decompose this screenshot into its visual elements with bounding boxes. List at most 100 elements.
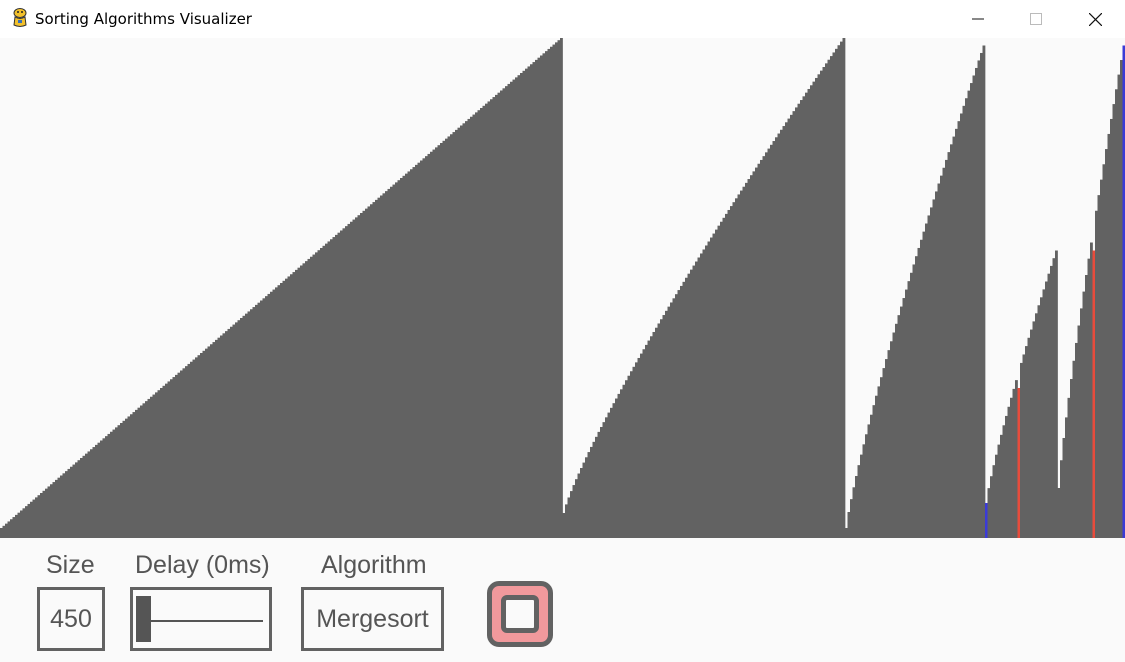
bar bbox=[72, 464, 76, 538]
bar bbox=[167, 381, 171, 538]
bar bbox=[52, 482, 56, 538]
bar bbox=[187, 363, 191, 538]
close-button[interactable] bbox=[1066, 0, 1124, 38]
bar bbox=[7, 521, 11, 538]
delay-label: Delay (0ms) bbox=[135, 551, 270, 579]
slider-handle[interactable] bbox=[136, 596, 151, 642]
bar bbox=[722, 217, 726, 538]
bar bbox=[292, 272, 296, 538]
bar bbox=[307, 258, 311, 538]
bar bbox=[300, 265, 303, 538]
bar bbox=[677, 290, 681, 538]
bar bbox=[462, 123, 466, 538]
bar bbox=[627, 375, 631, 538]
bar bbox=[707, 241, 711, 538]
bar bbox=[1102, 164, 1106, 538]
bar bbox=[1080, 308, 1083, 538]
bar bbox=[762, 156, 766, 538]
bar bbox=[630, 371, 633, 538]
bar bbox=[485, 103, 488, 538]
bar bbox=[172, 377, 176, 538]
bar bbox=[1105, 149, 1108, 538]
bar bbox=[880, 377, 883, 538]
bar bbox=[1040, 297, 1043, 538]
bar bbox=[1005, 415, 1008, 538]
bar bbox=[917, 247, 921, 538]
bar bbox=[477, 110, 481, 538]
bar bbox=[1077, 325, 1081, 538]
bar bbox=[702, 249, 706, 538]
bar bbox=[247, 311, 251, 538]
bar bbox=[1022, 354, 1026, 538]
bar bbox=[1115, 89, 1118, 538]
bar bbox=[860, 454, 863, 538]
bar bbox=[222, 333, 226, 538]
minimize-button[interactable] bbox=[949, 0, 1007, 38]
bar bbox=[937, 183, 941, 538]
bar bbox=[817, 74, 821, 538]
bar bbox=[207, 346, 211, 538]
bar bbox=[992, 465, 996, 538]
bar bbox=[555, 42, 558, 538]
bar bbox=[202, 350, 206, 538]
bar bbox=[1112, 104, 1116, 538]
maximize-button[interactable] bbox=[1007, 0, 1065, 38]
bar bbox=[215, 339, 218, 538]
bar bbox=[1012, 388, 1016, 538]
bar bbox=[642, 349, 646, 538]
bar bbox=[977, 60, 981, 538]
bar bbox=[885, 359, 888, 538]
bar bbox=[1082, 291, 1086, 538]
bar bbox=[375, 199, 378, 538]
bar bbox=[45, 488, 48, 538]
bar bbox=[550, 46, 553, 538]
bar bbox=[520, 73, 523, 538]
bar bbox=[725, 213, 728, 538]
bar bbox=[987, 488, 991, 538]
stop-icon bbox=[501, 595, 539, 633]
bar bbox=[55, 479, 58, 538]
bar bbox=[535, 59, 538, 538]
bar bbox=[332, 237, 336, 538]
bar bbox=[735, 198, 738, 538]
bar bbox=[865, 434, 868, 538]
bar bbox=[815, 77, 818, 538]
bar bbox=[540, 55, 543, 538]
bar bbox=[685, 277, 688, 538]
bar bbox=[600, 426, 603, 538]
bar bbox=[1060, 460, 1063, 538]
bar bbox=[415, 164, 418, 538]
bar bbox=[855, 476, 858, 538]
bar bbox=[0, 528, 3, 538]
bar bbox=[835, 48, 838, 538]
bar bbox=[862, 444, 866, 538]
bar bbox=[285, 278, 288, 538]
bar bbox=[1025, 346, 1028, 538]
bar bbox=[445, 138, 448, 538]
bar bbox=[732, 202, 736, 538]
bar bbox=[427, 153, 431, 538]
bar bbox=[147, 398, 151, 538]
bar bbox=[177, 372, 181, 538]
bar bbox=[317, 250, 321, 538]
bar bbox=[1037, 305, 1041, 538]
bar bbox=[92, 447, 96, 538]
bar bbox=[225, 331, 228, 538]
delay-slider[interactable] bbox=[130, 587, 272, 651]
algorithm-dropdown[interactable]: Mergesort bbox=[301, 587, 444, 651]
bar bbox=[2, 525, 6, 538]
bar bbox=[1047, 273, 1051, 538]
bar bbox=[315, 252, 318, 538]
size-input[interactable]: 450 bbox=[37, 587, 105, 651]
bar bbox=[887, 350, 891, 538]
stop-button[interactable] bbox=[487, 581, 553, 647]
bar bbox=[697, 257, 701, 538]
bar bbox=[830, 56, 833, 538]
bar bbox=[770, 144, 773, 538]
bar bbox=[350, 221, 353, 538]
slider-track bbox=[147, 620, 263, 622]
bar bbox=[810, 85, 813, 538]
bar bbox=[425, 156, 428, 538]
bar bbox=[922, 231, 926, 538]
bar bbox=[35, 497, 38, 538]
